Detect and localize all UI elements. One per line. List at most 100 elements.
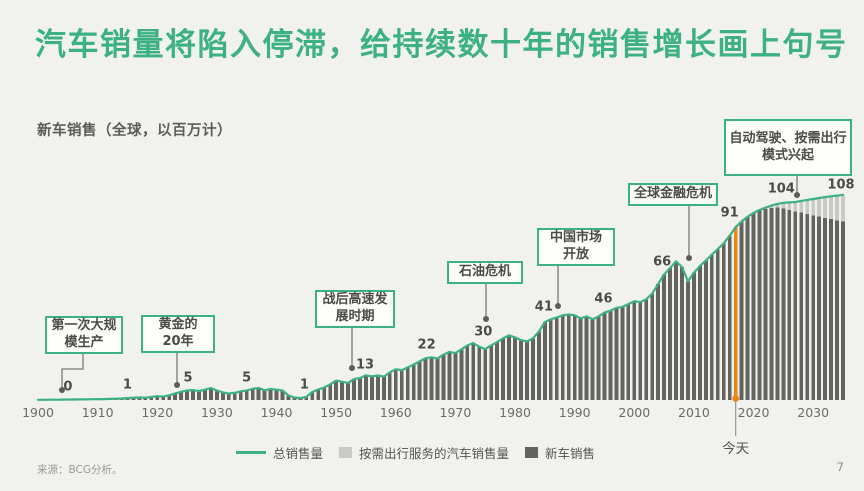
new-car-sales-bar <box>346 382 350 400</box>
new-car-sales-bar <box>823 218 827 400</box>
new-car-sales-bar <box>143 397 148 400</box>
new-car-sales-bar <box>328 384 333 400</box>
legend-label: 总销售量 <box>273 446 324 461</box>
new-car-sales-bar <box>644 299 649 400</box>
new-car-sales-bar <box>316 389 321 400</box>
value-label: 30 <box>474 324 493 340</box>
new-car-sales-bar <box>131 397 136 400</box>
x-axis-tick-label: 1980 <box>499 405 531 420</box>
new-car-sales-bar <box>244 390 249 400</box>
new-car-sales-bar <box>501 338 505 401</box>
new-car-sales-bar <box>179 391 183 400</box>
new-car-sales-bar <box>209 388 213 400</box>
x-axis-tick-label: 2010 <box>678 405 710 420</box>
new-car-sales-bar <box>513 337 517 400</box>
new-car-sales-bar <box>447 351 452 400</box>
on-demand-sales-bar <box>829 196 833 220</box>
annotation-box: 中国市场 开放 <box>537 228 615 266</box>
new-car-sales-bar <box>584 316 589 400</box>
legend-line-swatch <box>236 451 266 454</box>
new-car-sales-bar <box>167 395 172 401</box>
x-axis-tick-label: 1970 <box>439 405 472 420</box>
x-axis-tick-label: 1960 <box>379 405 412 420</box>
value-label: 104 <box>767 181 795 197</box>
new-car-sales-bar <box>226 393 231 400</box>
new-car-sales-bar <box>322 387 327 400</box>
new-car-sales-bar <box>805 214 810 400</box>
legend: 总销售量 按需出行服务的汽车销售量 新车销售 <box>236 443 595 462</box>
x-axis-tick-label: 2020 <box>737 405 770 420</box>
on-demand-sales-bar <box>811 199 816 216</box>
on-demand-sales-bar <box>835 195 839 221</box>
annotation-box: 第一次大规 模生产 <box>45 316 123 354</box>
new-car-sales-bar <box>471 343 476 400</box>
new-car-sales-bar <box>537 331 541 400</box>
value-label: 1 <box>299 377 309 393</box>
legend-item: 总销售量 <box>236 443 323 462</box>
annotation-dot <box>59 387 65 393</box>
new-car-sales-bar <box>745 216 750 400</box>
new-car-sales-bar <box>197 391 201 400</box>
new-car-sales-bar <box>769 207 774 400</box>
new-car-sales-bar <box>149 397 154 400</box>
on-demand-sales-bar <box>793 202 798 212</box>
new-car-sales-bar <box>173 393 177 400</box>
new-car-sales-bar <box>757 210 762 400</box>
x-axis-tick-label: 1950 <box>320 405 353 420</box>
new-car-sales-bar <box>656 284 660 400</box>
new-car-sales-bar <box>376 375 380 400</box>
new-car-sales-bar <box>155 396 160 400</box>
on-demand-sales-bar <box>775 203 780 208</box>
legend-item: 新车销售 <box>525 443 595 462</box>
on-demand-sales-bar <box>805 199 810 214</box>
new-car-sales-bar <box>787 210 792 400</box>
new-car-sales-bar <box>221 392 225 400</box>
annotation-dot <box>174 382 180 388</box>
x-axis-tick-label: 2030 <box>797 405 830 420</box>
new-car-sales-bar <box>602 312 607 400</box>
new-car-sales-bar <box>793 211 798 400</box>
new-car-sales-bar <box>250 388 255 400</box>
slide-title: 汽车销量将陷入停滞，给持续数十年的销售增长画上句号 <box>35 27 848 63</box>
legend-square-swatch <box>339 447 353 458</box>
new-car-sales-bar <box>638 302 643 400</box>
new-car-sales-bar <box>841 221 845 400</box>
new-car-sales-bar <box>715 249 720 400</box>
new-car-sales-bar <box>185 390 189 400</box>
new-car-sales-bar <box>262 390 267 400</box>
new-car-sales-bar <box>441 354 446 400</box>
new-car-sales-bar <box>382 376 386 400</box>
new-car-sales-bar <box>489 345 494 400</box>
value-label: 5 <box>183 370 193 385</box>
new-car-sales-bar <box>835 220 839 400</box>
new-car-sales-bar <box>161 396 166 400</box>
on-demand-sales-bar <box>817 198 821 217</box>
new-car-sales-bar <box>739 221 744 400</box>
new-car-sales-bar <box>578 318 583 400</box>
value-label: 1 <box>122 377 132 393</box>
new-car-sales-bar <box>543 322 547 400</box>
new-car-sales-bar <box>286 395 291 400</box>
new-car-sales-bar <box>137 397 142 400</box>
new-car-sales-bar <box>799 212 804 400</box>
legend-label: 新车销售 <box>545 446 596 461</box>
x-axis-tick-label: 1930 <box>200 405 233 420</box>
new-car-sales-bar <box>590 319 595 401</box>
new-car-sales-bar <box>453 353 458 400</box>
new-car-sales-bar <box>704 260 708 401</box>
on-demand-sales-bar <box>841 194 845 222</box>
new-car-sales-bar <box>548 319 553 401</box>
today-label: 今天 <box>722 441 750 457</box>
new-car-sales-bar <box>692 272 696 400</box>
new-car-sales-bar <box>215 390 219 400</box>
new-car-sales-bar <box>507 335 511 400</box>
chart-title: 新车销售（全球，以百万计） <box>37 123 232 139</box>
new-car-sales-bar <box>531 338 535 401</box>
new-car-sales-bar <box>566 314 571 400</box>
new-car-sales-bar <box>387 372 392 400</box>
new-car-sales-bar <box>626 304 631 400</box>
value-label: 13 <box>355 357 375 373</box>
value-label: 41 <box>534 299 553 315</box>
new-car-sales-bar <box>256 388 261 400</box>
